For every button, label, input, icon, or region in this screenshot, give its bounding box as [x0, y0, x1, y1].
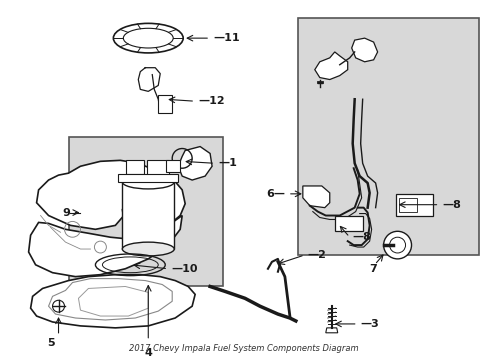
Polygon shape: [29, 216, 182, 276]
Circle shape: [383, 231, 411, 259]
Text: —8: —8: [352, 232, 371, 242]
Bar: [398, 198, 416, 212]
Text: 9: 9: [62, 208, 70, 217]
Bar: [147, 160, 169, 176]
Bar: [395, 194, 432, 216]
Text: 4: 4: [144, 348, 152, 357]
Text: —3: —3: [360, 319, 379, 329]
Circle shape: [52, 300, 64, 312]
Ellipse shape: [122, 242, 174, 256]
Polygon shape: [178, 147, 212, 180]
Polygon shape: [302, 186, 329, 208]
Bar: [122, 182, 174, 249]
Polygon shape: [37, 160, 185, 231]
Polygon shape: [325, 328, 337, 333]
Ellipse shape: [122, 175, 174, 189]
Bar: [68, 137, 223, 287]
Bar: [158, 95, 172, 113]
Text: —10: —10: [171, 264, 197, 274]
Polygon shape: [31, 275, 195, 328]
Bar: [334, 216, 362, 231]
Text: 7: 7: [369, 264, 377, 274]
Bar: [297, 18, 478, 255]
Bar: [166, 160, 180, 172]
Text: 6—: 6—: [265, 189, 285, 199]
Text: 5: 5: [47, 338, 55, 348]
Bar: [118, 174, 178, 182]
Text: —8: —8: [442, 200, 460, 210]
Text: —2: —2: [307, 250, 326, 260]
Text: —11: —11: [213, 33, 239, 43]
Text: 2017 Chevy Impala Fuel System Components Diagram: 2017 Chevy Impala Fuel System Components…: [129, 343, 358, 352]
Polygon shape: [314, 52, 347, 80]
Text: —12: —12: [198, 96, 224, 106]
Polygon shape: [351, 38, 377, 62]
Text: —1: —1: [218, 158, 237, 168]
Bar: [126, 160, 144, 174]
